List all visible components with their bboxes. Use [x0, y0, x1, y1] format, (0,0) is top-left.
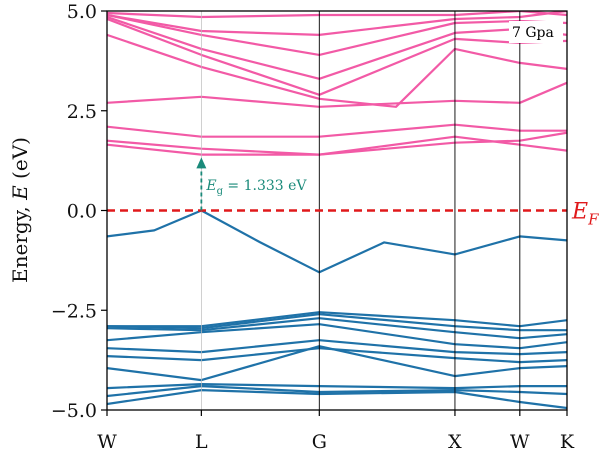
conduction-band-15 — [107, 81, 567, 108]
band-lines — [107, 11, 567, 410]
y-axis-title: Energy, E (eV) — [8, 137, 32, 283]
x-tick-label-k: K — [560, 431, 575, 453]
valence-band-1 — [107, 389, 567, 410]
valence-band-5 — [107, 347, 567, 364]
gap-label: Eg = 1.333 eV — [205, 178, 307, 197]
conduction-band-12 — [107, 135, 567, 156]
band-gap-annotation: Eg = 1.333 eV — [196, 157, 307, 211]
y-tick-label: −5.0 — [51, 400, 97, 422]
y-axis: 5.0 2.5 0.0 −2.5 −5.0 — [51, 1, 107, 422]
valence-band-7 — [107, 323, 567, 350]
x-tick-label-w: W — [510, 431, 530, 453]
x-tick-label-x: X — [448, 431, 462, 453]
conduction-band-19 — [107, 13, 567, 56]
x-tick-label-g: G — [312, 431, 327, 453]
valence-band-11 — [107, 209, 567, 274]
fermi-level-label: EF — [571, 200, 599, 229]
gap-arrow-head — [196, 157, 207, 169]
valence-band-8 — [107, 317, 567, 340]
conduction-band-21 — [107, 11, 567, 19]
valence-band-10 — [107, 311, 567, 328]
valence-band-3 — [107, 383, 567, 390]
x-tick-label-l: L — [195, 431, 208, 453]
valence-band-9 — [107, 313, 567, 332]
y-tick-label: 2.5 — [67, 101, 97, 123]
pressure-label-box: 7 Gpa — [509, 21, 563, 43]
conduction-band-13 — [107, 131, 567, 156]
x-tick-label-w: W — [97, 431, 117, 453]
y-tick-label: −2.5 — [51, 300, 97, 322]
y-tick-label: 5.0 — [67, 1, 97, 23]
conduction-band-20 — [107, 11, 567, 36]
valence-band-4 — [107, 345, 567, 382]
valence-band-2 — [107, 385, 567, 398]
valence-band-6 — [107, 339, 567, 356]
conduction-band-14 — [107, 123, 567, 138]
pressure-label: 7 Gpa — [512, 25, 554, 41]
y-tick-label: 0.0 — [67, 201, 97, 223]
